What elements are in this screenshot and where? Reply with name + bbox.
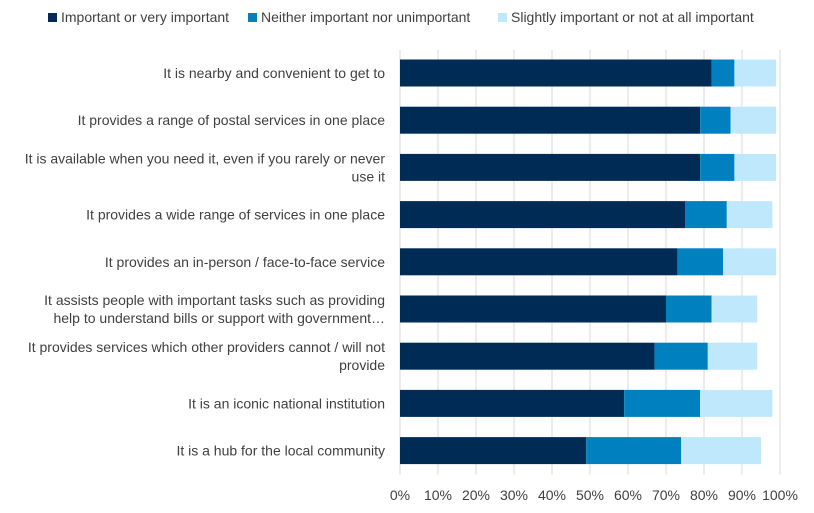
category-label: It provides a wide range of services in …	[86, 207, 385, 223]
category-label: It provides an in-person / face-to-face …	[105, 254, 385, 270]
category-label: It is a hub for the local community	[176, 443, 385, 459]
bar-segment-1	[400, 295, 666, 323]
category-labels: It is nearby and convenient to get to It …	[25, 65, 386, 459]
category-label: It is available when you need it, even i…	[25, 150, 386, 184]
bar-segment-1	[400, 59, 712, 87]
x-tick-label: 40%	[538, 487, 566, 503]
category-label: It is an iconic national institution	[188, 395, 385, 411]
legend-label: Slightly important or not at all importa…	[511, 9, 754, 25]
bar-segment-2	[685, 201, 727, 229]
bar-segment-3	[726, 201, 773, 229]
bar-segment-2	[711, 59, 735, 87]
x-tick-label: 90%	[728, 487, 756, 503]
category-label: It assists people with important tasks s…	[44, 292, 385, 326]
legend-swatch	[48, 13, 57, 22]
x-tick-label: 30%	[500, 487, 528, 503]
legend-swatch	[498, 13, 507, 22]
bar-segment-1	[400, 106, 701, 134]
bar-segment-2	[654, 342, 708, 370]
bar-segment-2	[677, 248, 723, 276]
bar-segment-3	[700, 389, 773, 417]
bar-segment-3	[734, 153, 777, 181]
bar-segment-1	[400, 248, 678, 276]
category-label: It is nearby and convenient to get to	[163, 65, 385, 81]
legend-label: Neither important nor unimportant	[261, 9, 470, 25]
bar-segment-2	[586, 437, 682, 465]
bar-segment-3	[711, 295, 758, 323]
x-axis-ticks: 0% 10% 20% 30% 40% 50% 60% 70% 80% 90% 100%	[390, 487, 798, 503]
bars	[400, 59, 777, 465]
x-tick-label: 100%	[762, 487, 798, 503]
x-tick-label: 20%	[462, 487, 490, 503]
bar-segment-3	[681, 437, 761, 465]
bar-segment-3	[723, 248, 777, 276]
x-tick-label: 10%	[424, 487, 452, 503]
x-tick-label: 50%	[576, 487, 604, 503]
bar-segment-2	[700, 153, 735, 181]
bar-segment-2	[700, 106, 731, 134]
bar-segment-1	[400, 342, 655, 370]
legend-swatch	[248, 13, 257, 22]
category-label: It provides services which other provide…	[28, 339, 385, 373]
category-label: It provides a range of postal services i…	[78, 112, 386, 128]
legend: Important or very important Neither impor…	[48, 9, 754, 25]
bar-segment-2	[666, 295, 712, 323]
bar-segment-1	[400, 153, 701, 181]
bar-segment-1	[400, 201, 685, 229]
bar-segment-1	[400, 389, 625, 417]
bar-segment-2	[624, 389, 701, 417]
x-tick-label: 60%	[614, 487, 642, 503]
x-tick-label: 70%	[652, 487, 680, 503]
bar-segment-3	[730, 106, 777, 134]
x-tick-label: 0%	[390, 487, 410, 503]
legend-label: Important or very important	[61, 9, 229, 25]
x-tick-label: 80%	[690, 487, 718, 503]
bar-segment-3	[707, 342, 758, 370]
bar-segment-1	[400, 437, 587, 465]
bar-segment-3	[734, 59, 777, 87]
